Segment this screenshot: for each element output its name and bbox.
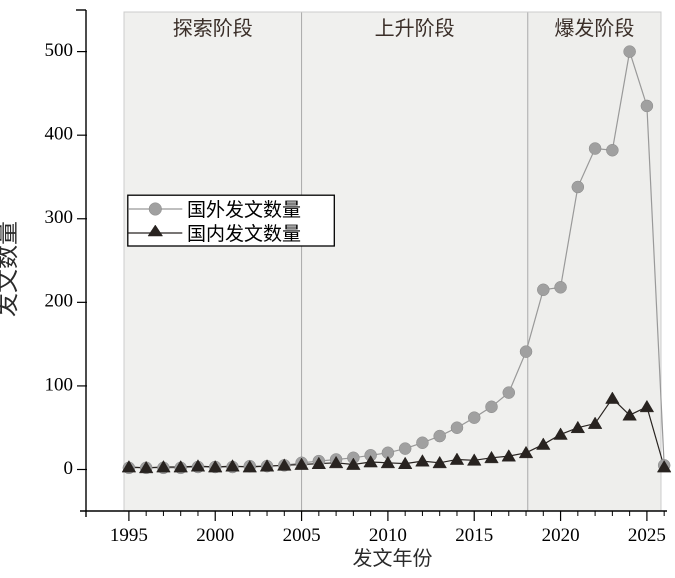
svg-text:探索阶段: 探索阶段 [173, 17, 253, 40]
svg-text:国内发文数量: 国内发文数量 [187, 223, 301, 245]
svg-text:发文数量: 发文数量 [0, 221, 21, 317]
svg-text:2010: 2010 [369, 525, 407, 546]
svg-text:国外发文数量: 国外发文数量 [187, 199, 301, 221]
svg-text:2015: 2015 [455, 525, 493, 546]
svg-text:1995: 1995 [110, 525, 148, 546]
svg-text:100: 100 [45, 374, 74, 395]
svg-text:300: 300 [45, 207, 74, 228]
svg-text:500: 500 [45, 40, 74, 61]
svg-text:200: 200 [45, 291, 74, 312]
svg-text:2025: 2025 [628, 525, 666, 546]
svg-text:爆发阶段: 爆发阶段 [554, 17, 634, 40]
svg-text:0: 0 [64, 458, 74, 479]
svg-text:2020: 2020 [542, 525, 580, 546]
svg-text:2005: 2005 [283, 525, 321, 546]
svg-text:上升阶段: 上升阶段 [375, 17, 455, 40]
svg-text:2000: 2000 [196, 525, 234, 546]
svg-text:400: 400 [45, 124, 74, 145]
svg-text:发文年份: 发文年份 [353, 547, 433, 570]
